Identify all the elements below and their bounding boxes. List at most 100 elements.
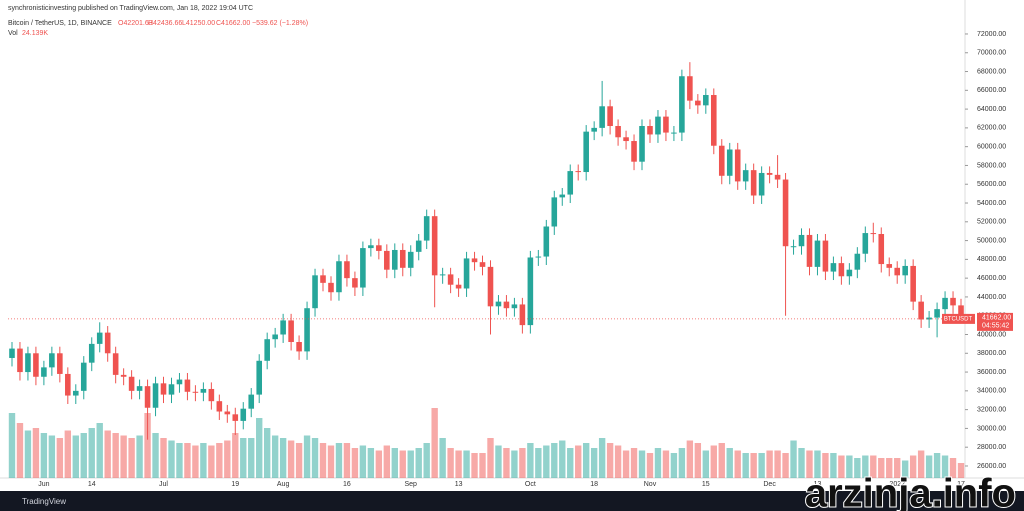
candle-body: [742, 170, 749, 182]
volume-bar: [455, 450, 462, 478]
vol-label: Vol: [8, 30, 18, 37]
candle-body: [344, 261, 350, 279]
volume-bar: [48, 435, 56, 478]
candle-body: [288, 320, 294, 343]
candle-body: [758, 172, 765, 196]
x-tick-label: Aug: [277, 481, 290, 488]
volume-bar: [399, 450, 406, 478]
volume-bar: [957, 463, 965, 478]
volume-bar: [32, 428, 40, 478]
candle-body: [543, 226, 550, 257]
candle-body: [232, 414, 239, 421]
volume-bar: [303, 435, 311, 478]
candle-body: [663, 116, 669, 133]
candle-body: [886, 264, 893, 268]
volume-bar: [391, 448, 398, 478]
candle-body: [487, 266, 494, 307]
candle-body: [774, 174, 781, 180]
price-tag: [977, 312, 1013, 331]
volume-bar: [495, 445, 502, 478]
candle-body: [248, 394, 255, 409]
candle-body: [447, 274, 454, 285]
volume-bar: [208, 445, 215, 478]
y-tick-label: 48000.00: [977, 256, 1006, 263]
volume-bar: [503, 448, 510, 478]
volume-bar: [447, 448, 454, 478]
last-price-label: 41662.00: [982, 315, 1011, 322]
candle-body: [942, 297, 948, 310]
candle-body: [607, 106, 613, 127]
y-tick-label: 34000.00: [977, 388, 1006, 395]
volume-bar: [742, 453, 749, 478]
y-tick-label: 62000.00: [977, 125, 1006, 132]
candle-body: [710, 95, 717, 146]
candle-body: [336, 261, 342, 293]
candle-body: [806, 234, 813, 267]
candle-body: [200, 388, 207, 393]
candle-body: [328, 282, 334, 293]
candle-body: [431, 216, 438, 276]
candle-body: [551, 197, 558, 227]
volume-bar: [766, 450, 773, 478]
candle-body: [240, 408, 247, 421]
volume-bar: [96, 423, 103, 478]
candle-body: [360, 248, 366, 288]
candle-body: [104, 332, 111, 354]
volume-bar: [894, 458, 901, 478]
volume-bar: [774, 450, 781, 478]
x-tick-label: 17: [957, 481, 965, 488]
candle-body: [312, 275, 318, 309]
y-tick-label: 26000.00: [977, 463, 1006, 470]
volume-bar: [343, 443, 351, 478]
volume-bar: [136, 435, 143, 478]
volume-bar: [638, 450, 646, 478]
candle-body: [838, 263, 845, 277]
volume-bar: [543, 445, 550, 478]
y-tick-label: 52000.00: [977, 219, 1006, 226]
volume-bar: [144, 413, 151, 478]
volume-bar: [606, 443, 614, 478]
candle-body: [854, 253, 861, 270]
volume-bar: [710, 445, 717, 478]
candle-body: [591, 127, 597, 132]
candle-body: [910, 265, 916, 302]
candle-body: [511, 304, 518, 309]
candle-body: [950, 297, 956, 306]
candle-body: [495, 301, 502, 307]
candle-body: [272, 334, 278, 340]
watermark: arzinja.info: [805, 472, 1016, 511]
y-tick-label: 36000.00: [977, 369, 1006, 376]
volume-bar: [40, 433, 48, 478]
volume-bar: [511, 450, 518, 478]
candle-body: [695, 100, 701, 106]
y-tick-label: 38000.00: [977, 350, 1006, 357]
volume-bar: [726, 448, 733, 478]
candle-body: [934, 309, 940, 318]
volume-bar: [806, 450, 813, 478]
volume-bar: [822, 453, 829, 478]
x-tick-label: 14: [88, 481, 96, 488]
candle-body: [376, 245, 382, 251]
x-tick-label: 16: [343, 481, 351, 488]
volume-bar: [567, 448, 574, 478]
x-tick-label: Jul: [159, 481, 168, 488]
y-tick-label: 58000.00: [977, 162, 1006, 169]
candle-body: [136, 386, 143, 391]
volume-bar: [901, 460, 909, 478]
candle-body: [160, 383, 167, 395]
candle-body: [184, 379, 191, 392]
volume-bar: [830, 453, 837, 478]
x-tick-label: 2022: [889, 481, 905, 488]
x-tick-label: Nov: [644, 481, 657, 488]
volume-bar: [359, 445, 367, 478]
candle-body: [918, 301, 924, 320]
volume-bar: [559, 440, 566, 478]
y-tick-label: 40000.00: [977, 331, 1006, 338]
volume-bar: [224, 440, 231, 478]
volume-bar: [335, 443, 343, 478]
volume-bar: [790, 440, 797, 478]
candle-body: [33, 353, 39, 377]
candle-body: [9, 348, 15, 358]
